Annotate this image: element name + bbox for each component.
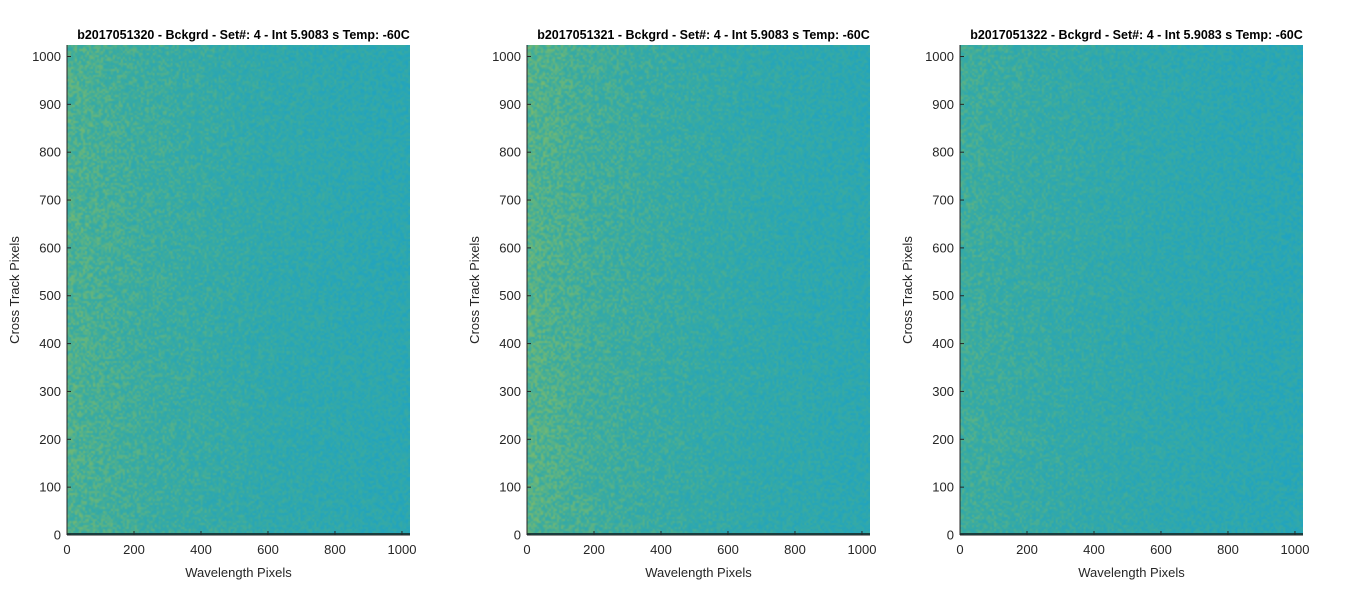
x-tick-label: 1000 [848, 542, 877, 557]
x-axis-label: Wavelength Pixels [645, 565, 752, 580]
heatmap-image [67, 45, 410, 535]
y-tick-label: 500 [39, 288, 61, 303]
bottom-edge-band [527, 533, 870, 535]
y-tick-label: 400 [932, 336, 954, 351]
x-tick-label: 600 [717, 542, 739, 557]
y-tick-label: 600 [932, 240, 954, 255]
x-tick-label: 600 [257, 542, 279, 557]
x-tick-label: 0 [63, 542, 70, 557]
y-tick-label: 800 [932, 145, 954, 160]
y-tick-label: 200 [932, 432, 954, 447]
x-tick-label: 800 [324, 542, 346, 557]
y-axis-label: Cross Track Pixels [7, 236, 22, 344]
y-tick-label: 900 [499, 97, 521, 112]
y-axis-label: Cross Track Pixels [467, 236, 482, 344]
y-tick-label: 800 [499, 145, 521, 160]
chart-panel-1: 0 200 400 600 800 1000 0 100 200 300 400 500 600 700 8… [0, 0, 457, 600]
y-tick-label: 500 [932, 288, 954, 303]
chart-panel-3: 0 200 400 600 800 1000 0 100 200 300 400 500 600 700 8… [893, 0, 1350, 600]
bottom-edge-band [960, 533, 1303, 535]
y-tick-label: 400 [499, 336, 521, 351]
y-tick-label: 0 [947, 528, 954, 543]
y-tick-label: 300 [932, 384, 954, 399]
y-tick-label: 400 [39, 336, 61, 351]
y-tick-label: 1000 [32, 49, 61, 64]
x-tick-label: 800 [1217, 542, 1239, 557]
chart-title: b2017051320 - Bckgrd - Set#: 4 - Int 5.9… [77, 28, 410, 42]
y-tick-label: 100 [499, 480, 521, 495]
x-axis-label: Wavelength Pixels [185, 565, 292, 580]
x-tick-label: 1000 [388, 542, 417, 557]
x-tick-label: 600 [1150, 542, 1172, 557]
x-axis-label: Wavelength Pixels [1078, 565, 1185, 580]
y-tick-label: 0 [514, 528, 521, 543]
y-tick-label: 700 [932, 193, 954, 208]
heatmap-image [960, 45, 1303, 535]
chart-svg: 0 200 400 600 800 1000 0 100 200 300 400 500 600 700 8… [467, 28, 877, 580]
x-tick-label: 1000 [1281, 542, 1310, 557]
x-tick-label: 800 [784, 542, 806, 557]
y-tick-label: 500 [499, 288, 521, 303]
x-tick-label: 200 [123, 542, 145, 557]
x-tick-label: 400 [1083, 542, 1105, 557]
x-tick-label: 200 [583, 542, 605, 557]
chart-title: b2017051322 - Bckgrd - Set#: 4 - Int 5.9… [970, 28, 1303, 42]
chart-svg: 0 200 400 600 800 1000 0 100 200 300 400 500 600 700 8… [7, 28, 417, 580]
y-axis-label: Cross Track Pixels [900, 236, 915, 344]
y-tick-label: 200 [39, 432, 61, 447]
x-tick-label: 400 [190, 542, 212, 557]
x-tick-label: 200 [1016, 542, 1038, 557]
y-tick-label: 100 [932, 480, 954, 495]
y-tick-label: 100 [39, 480, 61, 495]
y-tick-label: 800 [39, 145, 61, 160]
y-tick-label: 1000 [492, 49, 521, 64]
heatmap-image [527, 45, 870, 535]
y-tick-label: 700 [39, 193, 61, 208]
y-tick-label: 600 [499, 240, 521, 255]
x-tick-label: 0 [523, 542, 530, 557]
chart-svg: 0 200 400 600 800 1000 0 100 200 300 400 500 600 700 8… [900, 28, 1310, 580]
chart-panel-2: 0 200 400 600 800 1000 0 100 200 300 400 500 600 700 8… [460, 0, 917, 600]
y-tick-label: 200 [499, 432, 521, 447]
chart-title: b2017051321 - Bckgrd - Set#: 4 - Int 5.9… [537, 28, 870, 42]
y-tick-label: 900 [932, 97, 954, 112]
y-tick-label: 700 [499, 193, 521, 208]
y-tick-label: 1000 [925, 49, 954, 64]
y-tick-label: 0 [54, 528, 61, 543]
y-tick-label: 300 [39, 384, 61, 399]
x-tick-label: 400 [650, 542, 672, 557]
x-tick-label: 0 [956, 542, 963, 557]
y-tick-label: 900 [39, 97, 61, 112]
y-tick-label: 300 [499, 384, 521, 399]
y-tick-label: 600 [39, 240, 61, 255]
bottom-edge-band [67, 533, 410, 535]
